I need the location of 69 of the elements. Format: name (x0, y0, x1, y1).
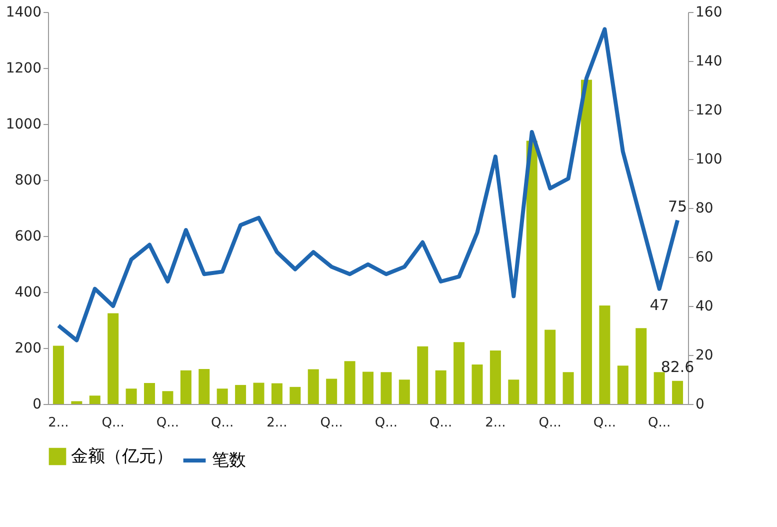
bar (144, 383, 156, 404)
y-tick-label: 1400 (6, 4, 42, 20)
bar (417, 346, 428, 404)
bar (308, 369, 319, 404)
bar (89, 396, 100, 404)
y-tick-label: 0 (32, 396, 42, 412)
y-tick-label: 1200 (6, 60, 42, 76)
y-tick-label: 200 (14, 340, 42, 356)
bar (362, 372, 374, 404)
bar (71, 401, 82, 404)
x-tick-label: 2... (485, 416, 506, 430)
bar (580, 80, 592, 404)
y2-tick-label: 120 (696, 102, 722, 118)
y2-tick-label: 20 (696, 348, 714, 364)
y2-tick-label: 40 (696, 298, 714, 314)
y-tick-label: 800 (14, 172, 42, 188)
bar (108, 313, 119, 404)
bar (326, 378, 338, 404)
y2-tick-label: 140 (696, 54, 722, 70)
bar (617, 366, 628, 404)
bar (636, 328, 647, 404)
bar (162, 391, 174, 404)
x-tick-label: Q... (593, 416, 616, 430)
y2-tick-label: 80 (696, 200, 714, 216)
bar (526, 140, 538, 404)
bar (672, 380, 684, 404)
bar (508, 380, 520, 404)
x-tick-label: 2... (48, 416, 69, 430)
bar (344, 361, 356, 404)
bar (180, 370, 192, 404)
bar (198, 369, 210, 404)
y-tick-label: 400 (14, 284, 42, 300)
x-tick-label: Q... (211, 416, 234, 430)
y2-tick-label: 100 (696, 152, 722, 168)
bar (490, 350, 501, 404)
x-tick-label: 2... (266, 416, 288, 430)
x-tick-label: Q... (156, 416, 180, 430)
bar (290, 386, 301, 404)
y2-tick-label: 60 (696, 250, 714, 266)
bar (52, 346, 64, 404)
data-label: 75 (668, 197, 688, 216)
bar (253, 382, 264, 404)
y2-tick-label: 160 (696, 4, 722, 20)
bar (472, 364, 483, 404)
data-label: 82.6 (660, 358, 694, 376)
x-tick-label: Q... (374, 416, 398, 430)
x-tick-label: Q... (320, 416, 343, 430)
x-tick-label: Q... (648, 416, 671, 430)
bar (380, 372, 392, 404)
bar (562, 372, 574, 404)
bar (435, 370, 446, 404)
bar (398, 380, 410, 404)
data-label: 47 (650, 296, 669, 314)
legend-label: 金额（亿元） (71, 446, 173, 466)
bar (235, 384, 246, 404)
x-tick-label: Q... (538, 416, 562, 430)
bar (454, 342, 465, 404)
bar (216, 388, 228, 404)
x-tick-label: Q... (102, 416, 124, 430)
bar (271, 383, 282, 404)
bar (544, 330, 556, 404)
bar (654, 372, 665, 404)
bar (126, 388, 137, 404)
y-tick-label: 1000 (6, 116, 42, 132)
y-tick-label: 600 (14, 228, 42, 244)
bar (599, 305, 610, 404)
x-tick-label: Q... (430, 416, 452, 430)
legend-label: 笔数 (212, 450, 246, 470)
y2-tick-label: 0 (696, 396, 704, 412)
